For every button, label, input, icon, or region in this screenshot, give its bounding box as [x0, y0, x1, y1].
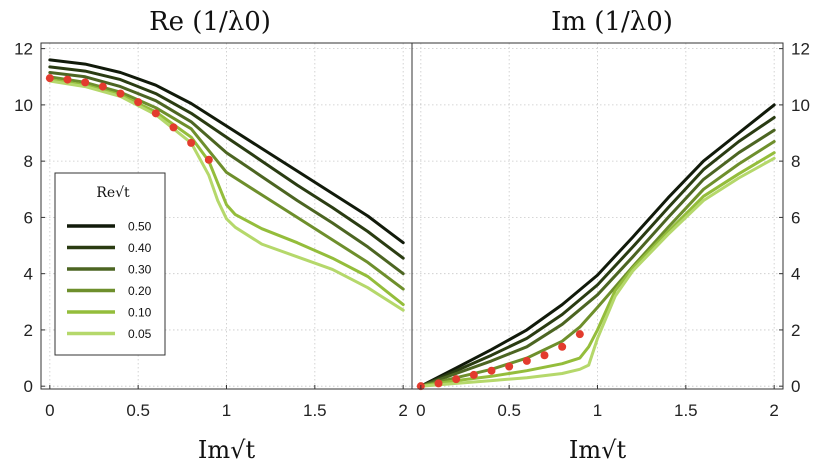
series-line-0-10: [419, 151, 776, 388]
data-point-marker: [81, 78, 90, 87]
y-tick-label: 2: [24, 321, 33, 340]
x-axis-label: Im√t: [198, 436, 256, 464]
legend-label: 0.10: [128, 306, 152, 320]
data-point-marker: [116, 89, 125, 98]
data-point-marker: [522, 356, 531, 365]
legend-label: 0.30: [128, 263, 152, 277]
chart-title: Re (1/λ0): [149, 7, 271, 37]
x-axis-label: Im√t: [569, 436, 627, 464]
y-tick-label: 12: [791, 40, 810, 59]
series-line-0-50: [48, 58, 405, 245]
y-tick-label: 8: [24, 152, 33, 171]
series-line-0-05: [48, 79, 405, 312]
data-point-marker: [575, 330, 584, 339]
legend-label: 0.50: [128, 220, 152, 234]
y-tick-label: 0: [24, 377, 33, 396]
panel-real-part: 0 0.5 1 1.5 2 0 2 4 6 8 10 12 Re (1/λ0) Im√t Re√t 0.50 0…: [14, 7, 413, 464]
y-tick-label: 2: [791, 321, 800, 340]
series-line-0-50: [419, 103, 776, 388]
series-line-0-30: [419, 128, 776, 388]
marker-series: [45, 74, 213, 164]
legend: Re√t 0.50 0.40 0.30 0.20 0.10 0.05: [54, 172, 166, 356]
series-line-0-20: [48, 75, 405, 291]
data-point-marker: [434, 379, 443, 388]
y-tick-label: 10: [14, 96, 33, 115]
x-tick-label: 0.5: [126, 401, 150, 420]
series-line-0-20: [419, 140, 776, 388]
data-point-marker: [151, 109, 160, 118]
y-tick-label: 4: [791, 265, 800, 284]
data-point-marker: [187, 138, 196, 147]
data-point-marker: [487, 366, 496, 375]
x-tick-label: 1.5: [674, 401, 698, 420]
y-tick-label: 10: [791, 96, 810, 115]
chart-title: Im (1/λ0): [551, 7, 673, 37]
series-line-0-40: [48, 65, 405, 260]
y-tick-label: 0: [791, 377, 800, 396]
data-point-marker: [204, 155, 213, 164]
x-tick-label: 1: [593, 401, 602, 420]
x-tick-label: 2: [769, 401, 778, 420]
data-point-marker: [452, 375, 461, 384]
data-point-marker: [63, 75, 72, 84]
data-point-marker: [505, 362, 514, 371]
legend-label: 0.40: [128, 241, 152, 255]
legend-label: 0.20: [128, 284, 152, 298]
x-tick-label: 1.5: [303, 401, 327, 420]
y-tick-label: 6: [791, 208, 800, 227]
series-group: [45, 58, 405, 312]
x-tick-label: 0: [416, 401, 425, 420]
x-tick-label: 0.5: [497, 401, 521, 420]
data-point-marker: [469, 370, 478, 379]
data-point-marker: [169, 123, 178, 132]
legend-label: 0.05: [128, 327, 152, 341]
data-point-marker: [558, 342, 567, 351]
x-tick-label: 0: [45, 401, 54, 420]
y-tick-label: 6: [24, 208, 33, 227]
legend-box: [54, 172, 166, 356]
data-point-marker: [45, 74, 54, 83]
y-tick-label: 12: [14, 40, 33, 59]
x-tick-label: 2: [398, 401, 407, 420]
series-line-0-40: [419, 116, 776, 388]
y-tick-label: 4: [24, 265, 33, 284]
series-line-0-30: [48, 71, 405, 276]
data-point-marker: [134, 98, 143, 107]
legend-title: Re√t: [96, 185, 130, 201]
x-tick-label: 1: [222, 401, 231, 420]
data-point-marker: [540, 351, 549, 360]
y-tick-label: 8: [791, 152, 800, 171]
data-point-marker: [98, 82, 107, 91]
series-line-0-05: [419, 156, 776, 388]
